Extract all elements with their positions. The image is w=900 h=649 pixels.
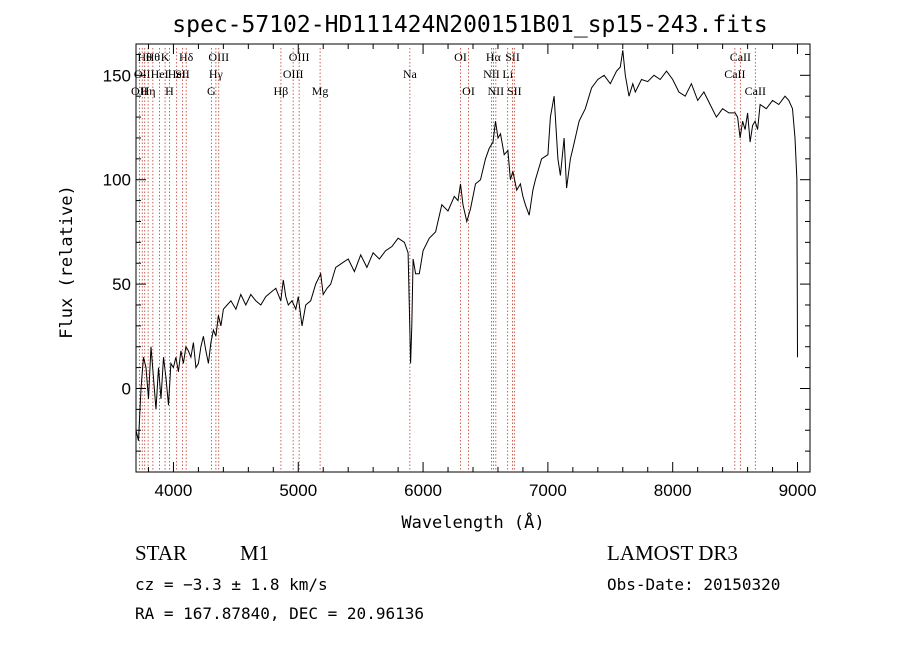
line-marker-label: Li [502,67,513,81]
line-marker-label: Hθ [146,50,161,64]
line-marker-label: NII [483,67,500,81]
y-tick-label: 100 [103,171,131,190]
line-marker-label: HeI [151,67,169,81]
line-marker-label: Hβ [274,84,289,98]
line-marker-label: H [165,84,174,98]
x-tick-label: 4000 [155,481,193,500]
survey-name: LAMOST DR3 [607,541,738,565]
x-tick-label: 5000 [279,481,317,500]
x-tick-label: 9000 [779,481,817,500]
line-marker-label: OIII [283,67,304,81]
line-marker-label: Mg [312,84,329,98]
line-marker-label: OII [131,84,148,98]
line-marker-label: Hα [486,50,502,64]
line-marker-label: CaII [730,50,751,64]
y-tick-label: 50 [112,275,131,294]
redshift-text: cz = −3.3 ± 1.8 km/s [135,575,328,594]
obs-date: Obs-Date: 20150320 [607,575,780,594]
line-marker-label: NII [488,84,505,98]
x-axis: 4000 5000 6000 7000 8000 9000 [147,44,817,500]
x-axis-label: Wavelength (Å) [401,511,544,533]
line-marker-label: OI [454,50,467,64]
line-marker-label: OII [134,67,151,81]
line-marker-label: G [207,84,216,98]
coordinates: RA = 167.87840, DEC = 20.96136 [135,604,424,623]
line-marker-label: OIII [289,50,310,64]
line-marker-label: OIII [208,50,229,64]
object-subclass: M1 [240,541,269,565]
plot-frame [135,43,811,473]
line-marker-label: CaII [724,67,745,81]
line-marker-label: K [161,50,170,64]
line-marker-label: SII [507,84,522,98]
object-class: STAR [135,541,187,565]
line-marker-label: HeI [168,67,186,81]
line-marker-label: Hγ [209,67,224,81]
spectrum-line [135,50,798,441]
line-marker-label: Hη [141,84,156,98]
spectral-line-markers: OIIOIIHθHηHθHeIKHHeISIIHδGHγOIIIHβOIIIOI… [131,48,766,472]
line-marker-label: Hθ [138,50,153,64]
line-marker-label: Hδ [179,50,194,64]
line-marker-label: SII [505,50,520,64]
x-tick-label: 8000 [654,481,692,500]
y-axis: 0 50 100 150 [103,53,810,473]
x-tick-label: 6000 [404,481,442,500]
line-marker-label: OI [462,84,475,98]
y-tick-label: 150 [103,66,131,85]
y-tick-label: 0 [122,379,131,398]
line-marker-label: CaII [745,84,766,98]
line-marker-label: Na [403,67,418,81]
y-axis-label: Flux (relative) [57,185,77,339]
x-tick-label: 7000 [529,481,567,500]
chart-title: spec-57102-HD111424N200151B01_sp15-243.f… [172,12,767,38]
line-marker-label: SII [175,67,190,81]
